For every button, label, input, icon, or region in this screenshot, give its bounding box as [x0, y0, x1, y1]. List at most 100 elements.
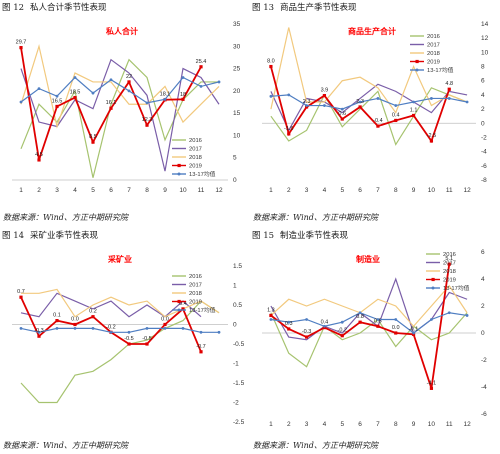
legend-label: 2016	[427, 34, 440, 40]
data-point-2019	[376, 124, 380, 128]
data-label: 0.4	[321, 320, 329, 326]
chart-goods-producing: 1 2 3 4 5 6 7 8 9 10 11 12-8-6-4-2024681012148.0-1.…	[262, 21, 489, 194]
legend-label: 2017	[427, 43, 440, 49]
series-line-2016	[270, 312, 468, 368]
data-point-avg	[217, 80, 221, 84]
data-label: 0.1	[53, 313, 61, 319]
x-tick-label: 9	[163, 187, 167, 194]
figure-number: 图 15	[252, 231, 275, 241]
data-label: 0.3	[285, 321, 293, 327]
y-tick-label: -8	[481, 177, 487, 184]
series-line-2017	[20, 58, 220, 172]
data-point-2019	[19, 46, 23, 50]
data-label: -0.5	[124, 336, 133, 342]
chart-title: 私人合计	[105, 26, 138, 36]
data-point-2019	[199, 350, 203, 354]
x-tick-label: 8	[145, 187, 149, 194]
y-tick-label: 6	[481, 249, 485, 256]
source-note: 数据来源：Wind、方正中期研究院	[253, 441, 378, 450]
data-point-avg	[163, 327, 167, 330]
data-point-2019	[163, 322, 167, 327]
data-label: 2.3	[356, 99, 364, 105]
data-point-avg	[340, 107, 344, 111]
chart-title: 商品生产合计	[348, 26, 396, 36]
legend-label: 2019	[443, 278, 456, 284]
data-point-2019	[269, 64, 273, 69]
y-tick-label: 8	[481, 64, 485, 71]
data-point-2019	[447, 87, 451, 91]
series-line-13-17均值	[270, 94, 468, 110]
y-tick-label: -4	[481, 384, 487, 391]
data-point-2019	[73, 95, 77, 100]
data-label: -0.3	[302, 329, 311, 335]
data-label: -0.4	[373, 118, 382, 124]
data-point-2019	[429, 139, 434, 143]
x-tick-label: 7	[376, 421, 380, 428]
data-label: 0.4	[392, 112, 400, 118]
data-point-avg	[91, 91, 95, 95]
y-tick-label: 0	[481, 120, 485, 127]
figure-title: 图 12 私人合计季节性表现	[2, 1, 107, 13]
data-point-2019	[429, 386, 434, 390]
data-point-2019	[19, 295, 23, 299]
data-point-2019	[181, 307, 185, 311]
data-point-avg	[37, 330, 41, 334]
data-point-avg	[287, 93, 291, 97]
data-point-2019	[73, 322, 77, 327]
x-tick-label: 8	[394, 187, 398, 194]
data-label: 0.7	[17, 289, 25, 295]
data-label: 12.3	[142, 117, 153, 123]
chart-panel-private-total: 图 12 私人合计季节性表现 1 2 3 4 5 6 7 8 9 10 11 12 0 5 10 15 20 25 3…	[0, 0, 248, 226]
data-point-2019	[145, 123, 149, 127]
x-tick-label: 5	[91, 187, 95, 194]
figure-number: 图 14	[2, 231, 25, 241]
chart-mining: 123456789101112-2.5-2-1.5-1-0.500.511.50…	[12, 254, 245, 426]
legend-label: 2019	[427, 60, 440, 66]
y-tick-label: 1.5	[233, 263, 242, 270]
x-tick-label: 2	[287, 187, 291, 194]
data-point-2019	[376, 324, 380, 328]
x-tick-label: 4	[323, 187, 327, 194]
data-label: 3.9	[321, 88, 329, 94]
y-tick-label: 2	[481, 106, 485, 113]
data-point-2019	[287, 327, 291, 331]
data-label: 1.1	[410, 107, 418, 113]
data-point-2019	[340, 117, 344, 121]
legend-marker	[177, 172, 181, 176]
legend-label: 2018	[189, 155, 202, 161]
chart-private-total: 1 2 3 4 5 6 7 8 9 10 11 120510152025303529.718.516.…	[12, 21, 241, 194]
legend-label: 2019	[189, 300, 202, 306]
data-label: 1.3	[267, 307, 275, 313]
data-label: 0.8	[356, 314, 364, 320]
y-tick-label: -6	[481, 411, 487, 418]
y-tick-label: 1	[233, 283, 237, 290]
figure-number: 图 12	[2, 3, 25, 13]
x-tick-label: 11	[446, 421, 453, 428]
data-point-avg	[73, 327, 77, 330]
chart-title: 制造业	[356, 254, 380, 264]
data-label: 25.4	[196, 59, 207, 65]
x-tick-label: 10	[179, 187, 187, 194]
data-point-avg	[163, 97, 167, 101]
x-tick-label: 10	[428, 187, 436, 194]
data-point-avg	[181, 76, 185, 79]
legend-label: 2019	[189, 164, 202, 170]
data-label: 18	[180, 92, 186, 98]
data-point-2019	[322, 94, 327, 98]
data-point-2019	[269, 313, 273, 318]
data-point-avg	[73, 76, 77, 79]
legend-label: 13-17均值	[443, 284, 470, 292]
x-tick-label: 5	[340, 421, 344, 428]
data-point-avg	[109, 78, 113, 82]
data-point-avg	[358, 100, 362, 104]
data-point-2019	[55, 104, 59, 109]
figure-caption: 商品生产季节性表现	[280, 3, 357, 13]
data-label: 18.5	[70, 90, 81, 96]
data-point-2019	[394, 118, 398, 123]
x-tick-label: 6	[358, 421, 362, 428]
legend-label: 2018	[443, 269, 456, 275]
data-point-2019	[55, 319, 59, 323]
source-note: 数据来源：Wind、方正中期研究院	[3, 441, 128, 450]
x-tick-label: 10	[428, 421, 436, 428]
data-label: 4.5	[35, 152, 43, 158]
